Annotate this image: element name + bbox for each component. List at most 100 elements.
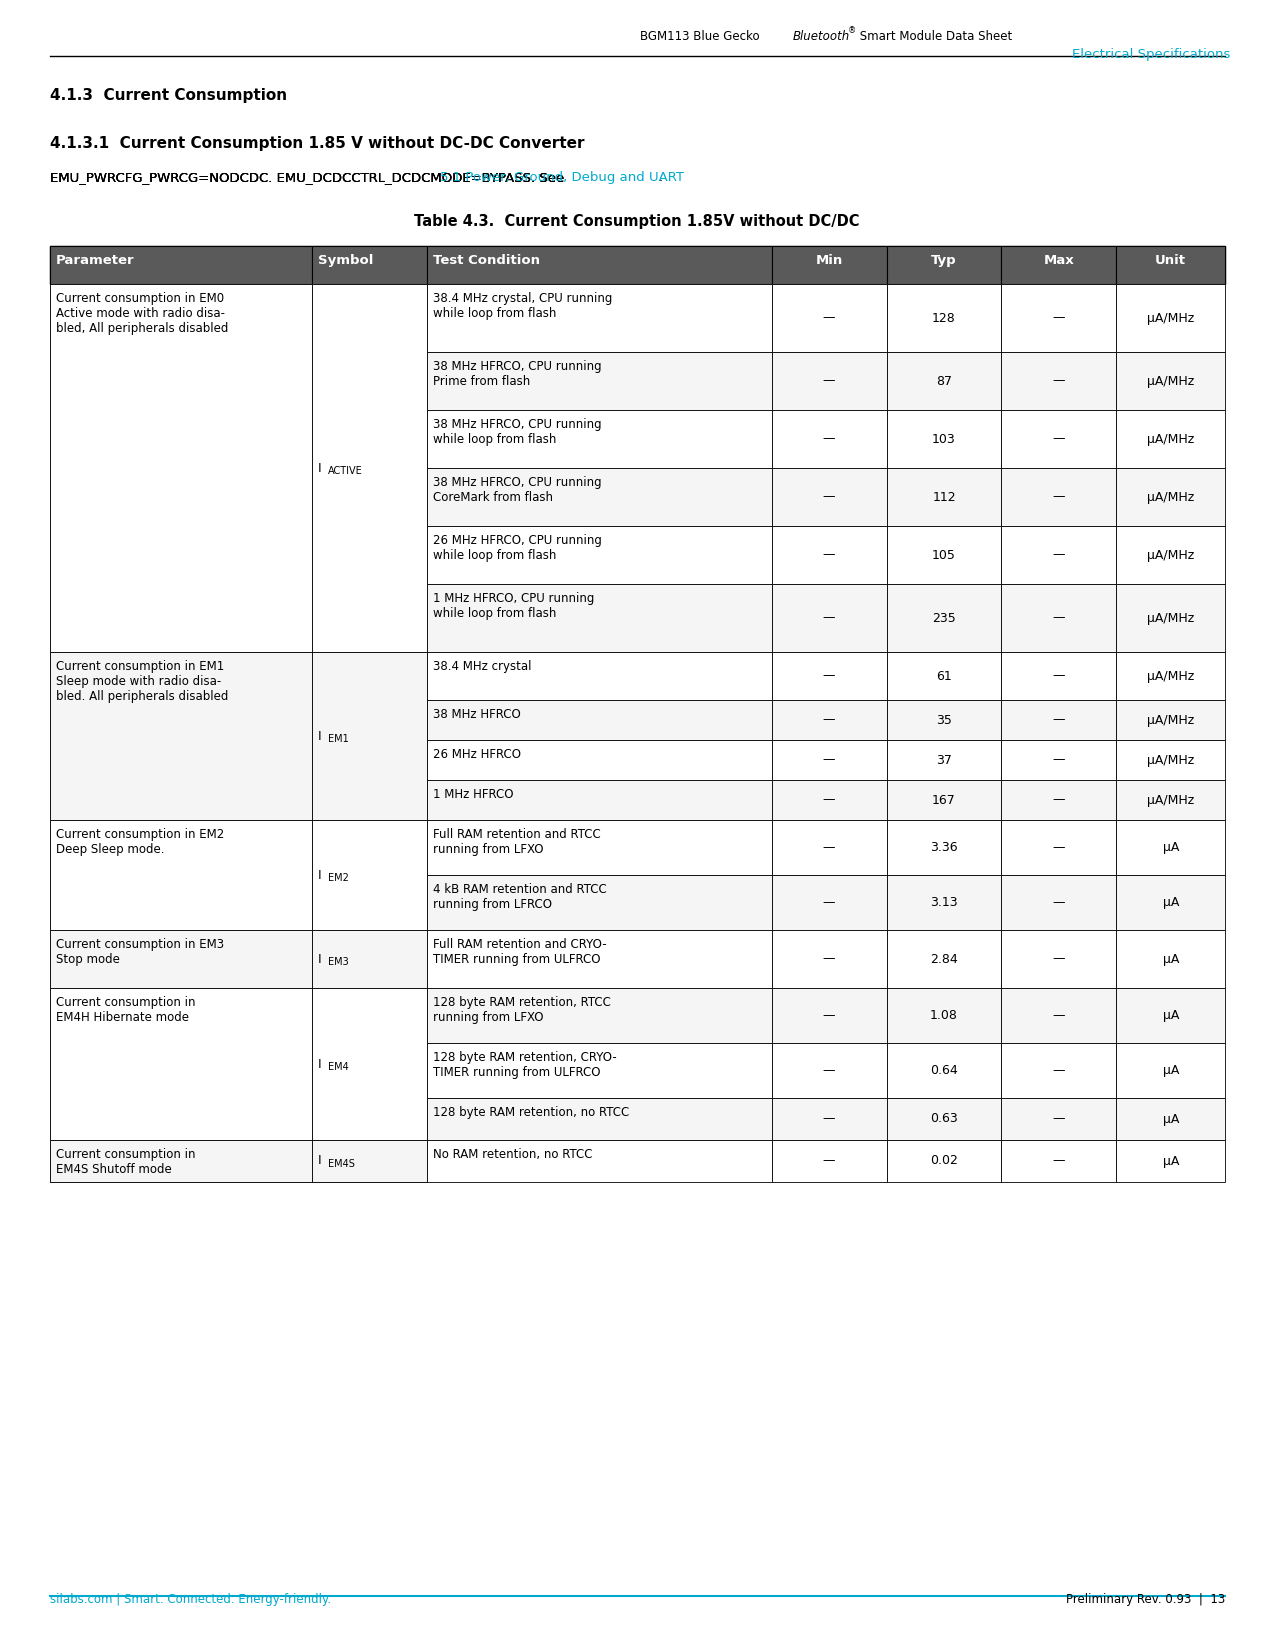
Bar bbox=[50, 930, 312, 988]
Bar bbox=[312, 285, 427, 352]
Bar bbox=[1001, 876, 1117, 930]
Bar bbox=[771, 245, 886, 285]
Text: —: — bbox=[1053, 612, 1065, 624]
Text: I: I bbox=[317, 461, 321, 474]
Text: —: — bbox=[1053, 1063, 1065, 1076]
Text: 35: 35 bbox=[936, 713, 952, 726]
Text: —: — bbox=[1053, 1113, 1065, 1126]
Bar bbox=[1001, 1044, 1117, 1098]
Bar bbox=[1117, 741, 1225, 780]
Text: Current consumption in EM0
Active mode with radio disa-
bled, All peripherals di: Current consumption in EM0 Active mode w… bbox=[56, 291, 228, 336]
Text: EMU_PWRCFG_PWRCG=NODCDC. EMU_DCDCCTRL_DCDCMODE=BYPASS. See: EMU_PWRCFG_PWRCG=NODCDC. EMU_DCDCCTRL_DC… bbox=[50, 171, 569, 184]
Text: Typ: Typ bbox=[931, 253, 956, 267]
Bar bbox=[50, 467, 312, 527]
Text: —: — bbox=[822, 895, 835, 909]
Bar bbox=[427, 352, 771, 410]
Bar bbox=[312, 820, 427, 930]
Text: Current consumption in
EM4H Hibernate mode: Current consumption in EM4H Hibernate mo… bbox=[56, 996, 195, 1024]
Bar bbox=[312, 780, 427, 820]
Bar bbox=[886, 700, 1001, 741]
Text: —: — bbox=[822, 375, 835, 387]
Bar bbox=[1117, 820, 1225, 876]
Bar bbox=[312, 930, 427, 988]
Text: Full RAM retention and RTCC
running from LFXO: Full RAM retention and RTCC running from… bbox=[432, 828, 601, 856]
Bar bbox=[427, 1098, 771, 1141]
Bar bbox=[50, 584, 312, 652]
Bar bbox=[886, 245, 1001, 285]
Bar bbox=[312, 1141, 427, 1182]
Bar bbox=[886, 467, 1001, 527]
Bar bbox=[50, 1141, 312, 1182]
Bar bbox=[1117, 700, 1225, 741]
Text: I: I bbox=[317, 869, 321, 882]
Text: 38.4 MHz crystal, CPU running
while loop from flash: 38.4 MHz crystal, CPU running while loop… bbox=[432, 291, 612, 319]
Text: 4.1.3.1  Current Consumption 1.85 V without DC-DC Converter: 4.1.3.1 Current Consumption 1.85 V witho… bbox=[50, 137, 584, 151]
Text: μA: μA bbox=[1163, 1009, 1179, 1022]
Text: Smart Module Data Sheet: Smart Module Data Sheet bbox=[856, 30, 1012, 43]
Text: EMU_PWRCFG_PWRCG=NODCDC. EMU_DCDCCTRL_DCDCMODE=BYPASS. See: EMU_PWRCFG_PWRCG=NODCDC. EMU_DCDCCTRL_DC… bbox=[50, 171, 569, 184]
Bar bbox=[312, 352, 427, 410]
Bar bbox=[50, 1044, 312, 1098]
Bar bbox=[312, 820, 427, 876]
Text: 128 byte RAM retention, CRYO-
TIMER running from ULFRCO: 128 byte RAM retention, CRYO- TIMER runn… bbox=[432, 1052, 617, 1080]
Text: 1.08: 1.08 bbox=[929, 1009, 958, 1022]
Bar bbox=[1001, 285, 1117, 352]
Bar bbox=[427, 285, 771, 352]
Text: μA/MHz: μA/MHz bbox=[1148, 754, 1195, 767]
Bar bbox=[1001, 988, 1117, 1044]
Text: 26 MHz HFRCO: 26 MHz HFRCO bbox=[432, 747, 520, 760]
Text: Current consumption in EM3
Stop mode: Current consumption in EM3 Stop mode bbox=[56, 938, 224, 966]
Bar bbox=[312, 652, 427, 820]
Bar bbox=[771, 1098, 886, 1141]
Bar bbox=[312, 1098, 427, 1141]
Bar bbox=[427, 527, 771, 584]
Text: —: — bbox=[1053, 670, 1065, 683]
Bar bbox=[50, 1141, 312, 1182]
Text: μA: μA bbox=[1163, 953, 1179, 966]
Text: μA: μA bbox=[1163, 1063, 1179, 1076]
Bar bbox=[312, 285, 427, 652]
Text: 26 MHz HFRCO, CPU running
while loop from flash: 26 MHz HFRCO, CPU running while loop fro… bbox=[432, 533, 602, 561]
Text: Max: Max bbox=[1044, 253, 1075, 267]
Text: —: — bbox=[822, 1113, 835, 1126]
Bar bbox=[771, 410, 886, 467]
Bar bbox=[886, 780, 1001, 820]
Text: 105: 105 bbox=[932, 548, 956, 561]
Bar bbox=[427, 467, 771, 527]
Text: —: — bbox=[1053, 793, 1065, 807]
Bar bbox=[1117, 930, 1225, 988]
Bar bbox=[427, 876, 771, 930]
Text: ®: ® bbox=[848, 26, 857, 35]
Text: Table 4.3.  Current Consumption 1.85V without DC/DC: Table 4.3. Current Consumption 1.85V wit… bbox=[414, 214, 859, 229]
Bar bbox=[771, 876, 886, 930]
Text: 5.1 Power, Ground, Debug and UART: 5.1 Power, Ground, Debug and UART bbox=[440, 171, 683, 184]
Text: μA/MHz: μA/MHz bbox=[1148, 311, 1195, 324]
Bar bbox=[886, 820, 1001, 876]
Bar bbox=[312, 1044, 427, 1098]
Text: I: I bbox=[317, 1154, 321, 1167]
Bar bbox=[886, 1141, 1001, 1182]
Text: μA: μA bbox=[1163, 841, 1179, 854]
Bar bbox=[427, 652, 771, 700]
Text: μA: μA bbox=[1163, 1113, 1179, 1126]
Bar bbox=[50, 245, 312, 285]
Bar bbox=[771, 741, 886, 780]
Bar bbox=[1117, 527, 1225, 584]
Text: 0.02: 0.02 bbox=[929, 1154, 958, 1167]
Bar bbox=[50, 988, 312, 1141]
Text: Unit: Unit bbox=[1155, 253, 1186, 267]
Bar bbox=[427, 1141, 771, 1182]
Bar bbox=[886, 1044, 1001, 1098]
Text: —: — bbox=[822, 548, 835, 561]
Bar bbox=[427, 584, 771, 652]
Text: Min: Min bbox=[816, 253, 843, 267]
Bar bbox=[50, 930, 312, 988]
Text: μA/MHz: μA/MHz bbox=[1148, 713, 1195, 726]
Text: μA/MHz: μA/MHz bbox=[1148, 491, 1195, 504]
Bar bbox=[771, 820, 886, 876]
Bar bbox=[771, 584, 886, 652]
Text: —: — bbox=[1053, 375, 1065, 387]
Text: 1 MHz HFRCO, CPU running
while loop from flash: 1 MHz HFRCO, CPU running while loop from… bbox=[432, 593, 594, 621]
Bar bbox=[1117, 1098, 1225, 1141]
Bar bbox=[1117, 1141, 1225, 1182]
